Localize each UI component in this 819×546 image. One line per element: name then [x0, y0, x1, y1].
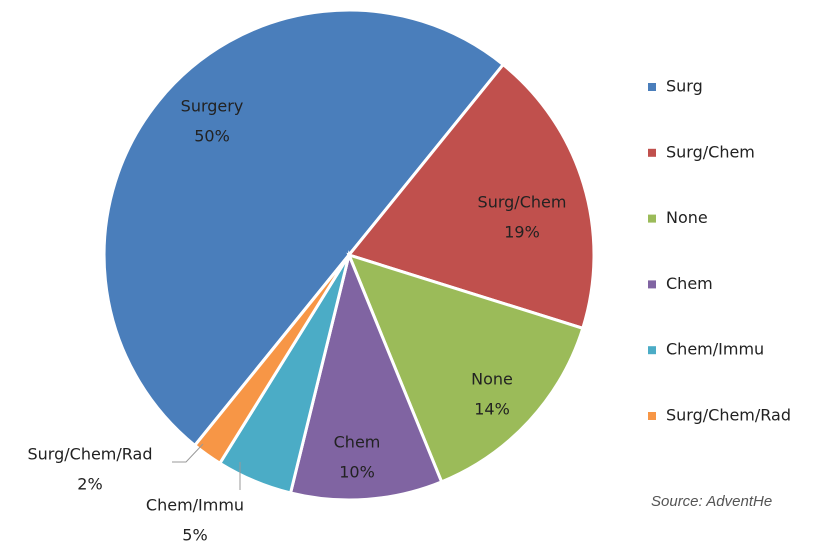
data-label-name: Surgery: [181, 97, 244, 116]
legend-label: Chem: [666, 274, 713, 293]
leader-line: [172, 443, 204, 463]
legend-swatch: [648, 148, 656, 157]
pie-slice: [102, 8, 506, 448]
data-label-value: 14%: [474, 400, 510, 419]
legend-swatch: [648, 280, 656, 289]
legend-label: Surg/Chem: [666, 142, 755, 161]
legend-swatch: [648, 214, 656, 223]
legend-swatch: [648, 83, 656, 91]
data-label-name: Chem: [334, 433, 381, 452]
legend-swatch: [648, 412, 656, 420]
pie-slice: [288, 250, 444, 502]
legend-label: None: [666, 208, 708, 227]
data-label-value: 10%: [339, 463, 375, 482]
pie-slice: [346, 62, 596, 331]
data-label-value: 2%: [77, 475, 102, 494]
legend-swatch: [648, 346, 656, 355]
pie-slice: [346, 252, 585, 484]
source-note: Source: AdventHe: [651, 493, 772, 510]
legend-label: Chem/Immu: [666, 340, 764, 359]
data-label-value: 50%: [194, 127, 230, 146]
legend-label: Surg/Chem/Rad: [666, 406, 791, 425]
legend-label: Surg: [666, 77, 703, 96]
data-label-value: 5%: [182, 526, 207, 545]
pie-slice: [192, 254, 351, 466]
data-label-name: Surg/Chem: [478, 193, 567, 212]
data-label-name: Chem/Immu: [146, 496, 244, 515]
data-label-value: 19%: [504, 223, 540, 242]
data-label-name: Surg/Chem/Rad: [28, 445, 153, 464]
data-label-name: None: [471, 370, 513, 389]
